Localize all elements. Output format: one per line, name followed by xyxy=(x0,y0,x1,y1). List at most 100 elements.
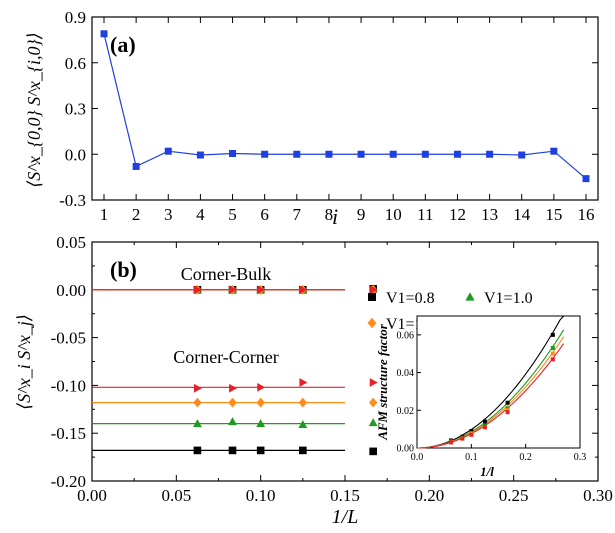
panel-a-x-label: i xyxy=(332,204,338,229)
inset-points xyxy=(448,332,555,445)
x-tick-label: 0.15 xyxy=(330,486,360,505)
inset-y-tick-label: 0.04 xyxy=(397,368,415,379)
inset-point xyxy=(482,425,487,430)
y-tick-label: -0.15 xyxy=(51,424,86,443)
point-corner-corner xyxy=(299,446,307,455)
point-corner-corner xyxy=(256,419,266,428)
inset-x-ticks: 0.0 0.1 0.2 0.3 xyxy=(411,444,587,463)
panel-b: -0.20 -0.15 -0.10 -0.05 0.00 0.05 0.00 0.05 0.1… xyxy=(14,233,613,528)
inset-point xyxy=(550,351,555,356)
panel-a-point xyxy=(196,151,204,159)
x-tick-label: 1 xyxy=(100,205,109,224)
panel-b-points xyxy=(193,284,378,456)
panel-b-y-ticks: -0.20 -0.15 -0.10 -0.05 0.00 0.05 xyxy=(51,233,598,491)
legend-label: V1=1.0 xyxy=(484,290,533,307)
x-tick-label: 4 xyxy=(196,205,205,224)
panel-b-fit-lines xyxy=(92,289,345,452)
inset-fit-curve xyxy=(416,343,565,449)
inset-point xyxy=(505,410,510,415)
panel-a-point xyxy=(421,150,429,158)
point-corner-corner xyxy=(193,397,202,408)
panel-a-x-ticks: 1 2 3 4 5 6 7 8 9 10 11 12 13 14 15 16 xyxy=(100,17,595,224)
x-tick-label: 13 xyxy=(481,205,498,224)
point-corner-bulk xyxy=(369,285,378,295)
inset-fit-curves xyxy=(416,315,565,449)
x-tick-label: 8 xyxy=(325,205,334,224)
panel-a-y-ticks: -0.3 0.0 0.3 0.6 0.9 xyxy=(59,8,598,210)
point-corner-corner xyxy=(368,418,378,427)
annotation-corner-corner: Corner-Corner xyxy=(173,347,279,367)
x-tick-label: 12 xyxy=(449,205,466,224)
point-corner-corner xyxy=(193,419,202,428)
inset-x-tick-label: 0.3 xyxy=(574,452,587,463)
point-corner-corner xyxy=(256,446,265,455)
panel-a-point xyxy=(550,147,558,155)
panel-a-point xyxy=(518,151,526,159)
y-tick-label: 0.0 xyxy=(65,145,86,164)
point-corner-corner xyxy=(228,417,237,426)
y-tick-label: 0.00 xyxy=(56,281,86,300)
panel-a-points xyxy=(100,30,590,183)
point-corner-corner xyxy=(299,378,308,387)
x-tick-label: 9 xyxy=(357,205,366,224)
panel-a-frame xyxy=(91,16,599,201)
y-tick-label: -0.3 xyxy=(59,191,86,210)
inset-y-tick-label: 0.02 xyxy=(397,406,415,417)
x-tick-label: 0.30 xyxy=(583,486,613,505)
panel-a-label: (a) xyxy=(110,32,136,57)
y-tick-label: -0.05 xyxy=(51,329,86,348)
y-tick-label: -0.20 xyxy=(51,472,86,491)
point-corner-corner xyxy=(228,397,237,408)
inset-y-label: AFM structure factor xyxy=(375,323,390,441)
y-tick-label: 0.9 xyxy=(65,8,86,27)
inset-point xyxy=(550,346,555,351)
inset-point xyxy=(482,419,487,424)
x-tick-label: 15 xyxy=(545,205,562,224)
point-corner-corner xyxy=(193,446,202,455)
x-tick-label: 0.20 xyxy=(414,486,444,505)
inset-x-label: 1/l xyxy=(480,464,494,479)
panel-a-point xyxy=(453,150,461,158)
inset-point xyxy=(505,400,510,405)
inset-chart: 0.00 0.02 0.04 0.06 0.0 0.1 0.2 0.3 1/l AFM st… xyxy=(375,315,587,479)
panel-b-label: (b) xyxy=(110,257,137,282)
point-corner-corner xyxy=(368,397,378,408)
x-tick-label: 0.05 xyxy=(161,486,191,505)
panel-a-point xyxy=(164,147,172,155)
point-corner-bulk xyxy=(299,285,308,295)
inset-point xyxy=(460,436,465,441)
annotation-corner-bulk: Corner-Bulk xyxy=(181,264,272,284)
x-tick-label: 0.25 xyxy=(499,486,529,505)
panel-a-point xyxy=(229,149,237,157)
panel-a-point xyxy=(389,150,397,158)
x-tick-label: 2 xyxy=(132,205,141,224)
panel-a-point xyxy=(261,150,269,158)
point-corner-corner xyxy=(369,447,377,456)
inset-point xyxy=(448,440,453,445)
x-tick-label: 11 xyxy=(417,205,433,224)
panel-b-x-ticks: 0.00 0.05 0.10 0.15 0.20 0.25 0.30 xyxy=(77,242,613,505)
x-tick-label: 6 xyxy=(260,205,269,224)
panel-a-point xyxy=(325,150,333,158)
legend-label: V1=0.8 xyxy=(386,290,435,307)
x-tick-label: 16 xyxy=(578,205,595,224)
point-corner-corner xyxy=(298,397,308,408)
panel-a-point xyxy=(357,150,365,158)
point-corner-corner xyxy=(228,446,237,455)
x-tick-label: 5 xyxy=(228,205,237,224)
inset-point xyxy=(550,332,555,337)
inset-point xyxy=(550,357,555,362)
panel-a-y-label: ⟨S^x_{0,0} S^x_{i,0}⟩ xyxy=(24,32,44,188)
panel-a-point xyxy=(486,150,494,158)
point-corner-bulk xyxy=(229,285,238,295)
point-corner-bulk xyxy=(193,285,202,295)
panel-a-point xyxy=(293,150,301,158)
point-corner-corner xyxy=(256,397,265,408)
x-tick-label: 10 xyxy=(385,205,402,224)
point-corner-corner xyxy=(193,383,202,393)
x-tick-label: 7 xyxy=(293,205,302,224)
inset-x-tick-label: 0.0 xyxy=(411,452,424,463)
legend-marker xyxy=(367,317,377,329)
inset-frame xyxy=(416,315,581,449)
